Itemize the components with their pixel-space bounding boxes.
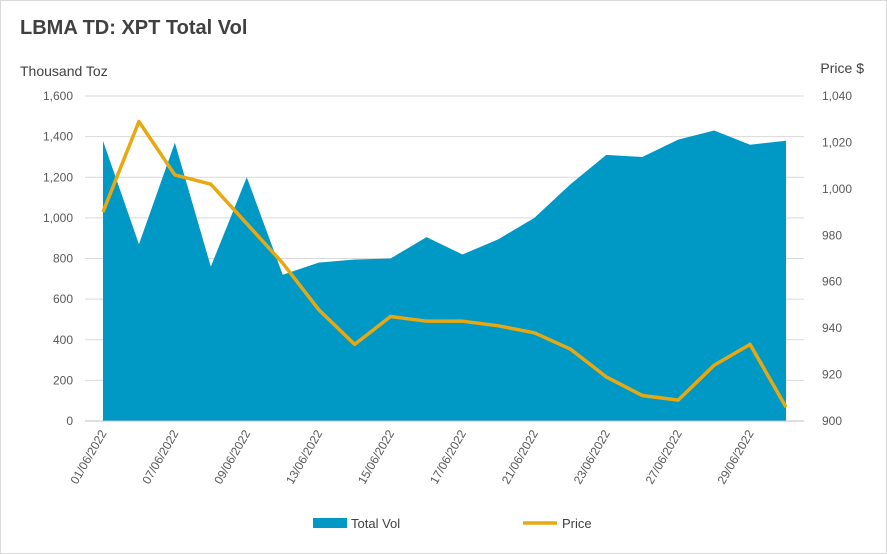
y-tick-label: 400	[53, 333, 73, 347]
left-axis-label: Thousand Toz	[20, 63, 108, 79]
x-tick-label: 17/06/2022	[427, 427, 469, 486]
y2-tick-label: 920	[822, 368, 842, 382]
total-vol-area	[102, 130, 787, 421]
x-tick-label: 01/06/2022	[67, 427, 109, 486]
y2-tick-label: 980	[822, 228, 842, 242]
legend-label-price: Price	[562, 516, 592, 531]
y-tick-label: 1,600	[43, 89, 73, 103]
right-axis-label: Price $	[820, 60, 864, 76]
y2-tick-label: 960	[822, 275, 842, 289]
y-tick-label: 0	[66, 414, 73, 428]
chart-title: LBMA TD: XPT Total Vol	[20, 17, 248, 39]
y2-tick-label: 900	[822, 414, 842, 428]
legend-swatch-total-vol	[313, 518, 347, 528]
y2-tick-label: 1,000	[822, 182, 852, 196]
y-tick-label: 200	[53, 373, 73, 387]
y-tick-label: 1,000	[43, 211, 73, 225]
y2-tick-label: 1,020	[822, 135, 852, 149]
y-tick-label: 1,200	[43, 170, 73, 184]
y2-tick-label: 940	[822, 321, 842, 335]
x-tick-label: 21/06/2022	[499, 427, 541, 486]
y-tick-label: 600	[53, 292, 73, 306]
y-tick-label: 1,400	[43, 130, 73, 144]
x-tick-label: 29/06/2022	[715, 427, 757, 486]
legend-label-total-vol: Total Vol	[351, 516, 400, 531]
x-tick-label: 15/06/2022	[355, 427, 397, 486]
price-line	[101, 119, 788, 408]
x-tick-label: 23/06/2022	[571, 427, 613, 486]
x-tick-label: 27/06/2022	[643, 427, 685, 486]
x-tick-label: 13/06/2022	[283, 427, 325, 486]
y-tick-label: 800	[53, 252, 73, 266]
y2-tick-label: 1,040	[822, 89, 852, 103]
x-tick-label: 09/06/2022	[211, 427, 253, 486]
x-tick-label: 07/06/2022	[139, 427, 181, 486]
